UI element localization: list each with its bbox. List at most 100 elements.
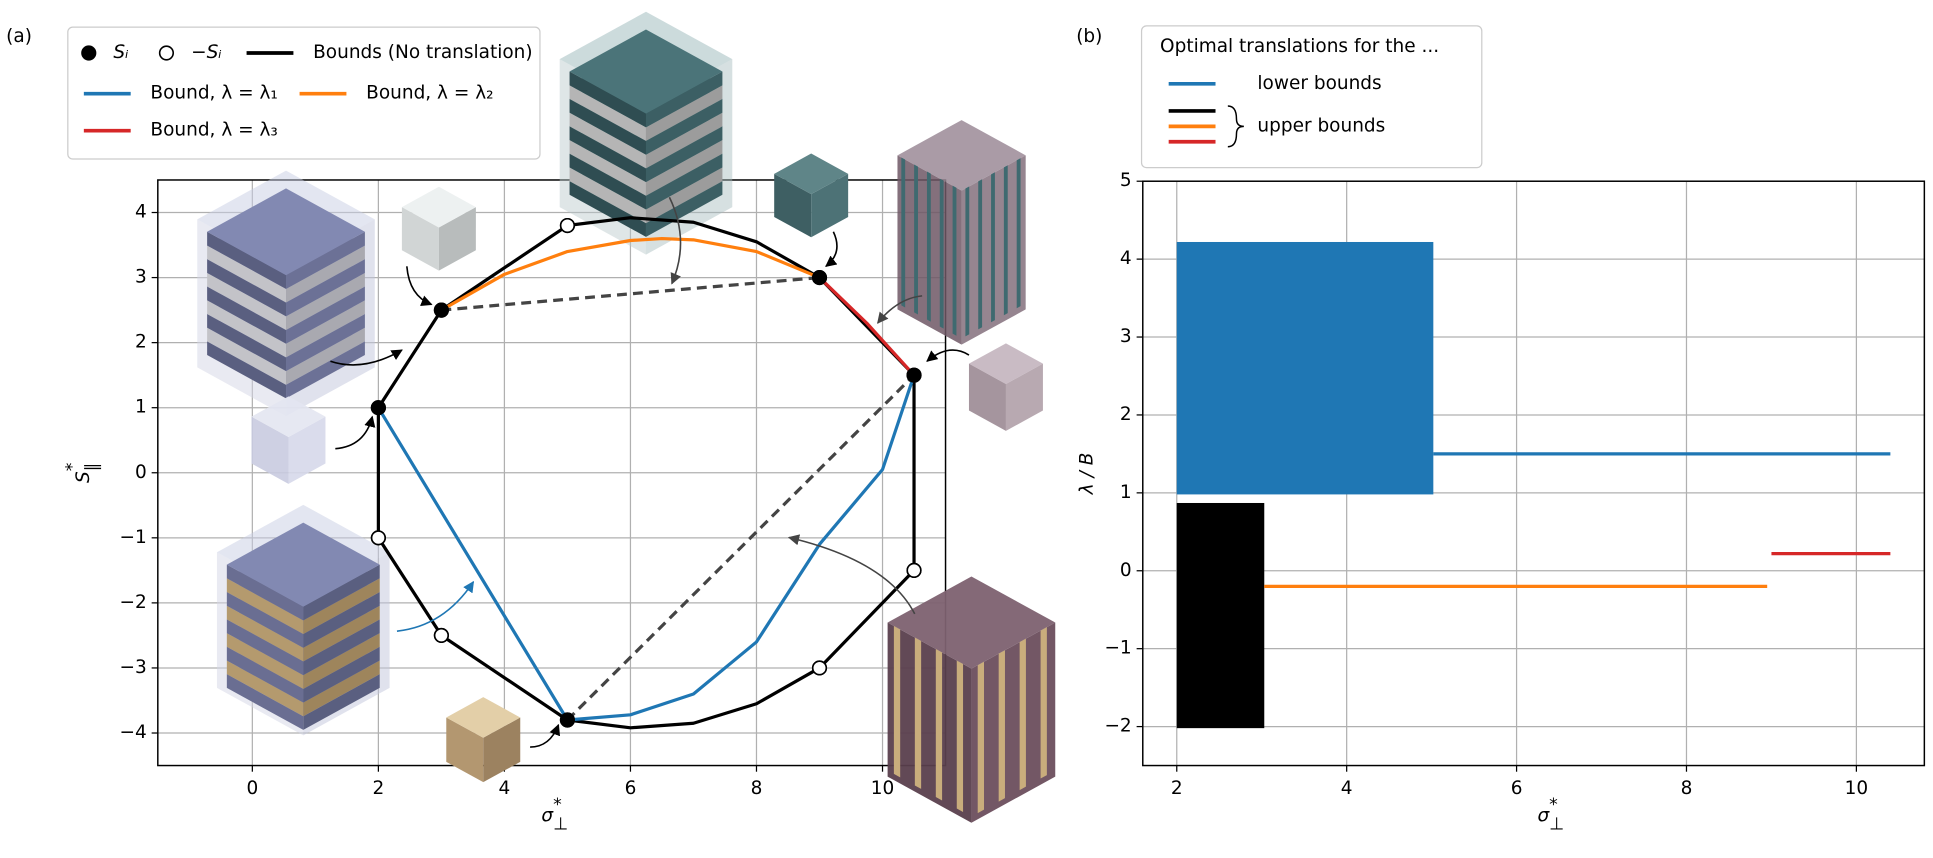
dashed-line bbox=[441, 275, 916, 722]
cube-right bbox=[645, 71, 723, 128]
y-tick-label: 4 bbox=[1120, 248, 1132, 269]
arrow bbox=[330, 349, 403, 366]
cube-left bbox=[207, 327, 287, 385]
cube-right bbox=[811, 173, 849, 238]
stripe bbox=[914, 637, 922, 789]
cube-left bbox=[207, 286, 287, 344]
cube-right bbox=[645, 139, 723, 196]
point bbox=[559, 712, 576, 728]
x-tick-label: 10 bbox=[1845, 778, 1869, 799]
axis-label-base: S bbox=[73, 471, 94, 483]
stripe bbox=[952, 185, 957, 336]
open-point bbox=[559, 217, 576, 234]
stripe bbox=[939, 178, 944, 329]
open-point bbox=[433, 627, 449, 644]
cube-left bbox=[569, 71, 646, 128]
axis-label-base: σ bbox=[1537, 805, 1550, 826]
legend-label: Bound, λ = λ₁ bbox=[150, 83, 277, 104]
stripe bbox=[1019, 638, 1026, 791]
cube-left bbox=[569, 181, 646, 237]
cube-right bbox=[303, 605, 380, 662]
arrow bbox=[787, 534, 916, 615]
y-tick-label: 2 bbox=[1120, 404, 1132, 425]
x-tick-label: 2 bbox=[1171, 778, 1183, 799]
stripe bbox=[991, 172, 995, 323]
axis-label-sub: ⊥ bbox=[553, 815, 568, 835]
stripe bbox=[1003, 165, 1008, 316]
cube-right bbox=[286, 286, 365, 344]
cube-right bbox=[483, 717, 521, 783]
y-tick-label: −4 bbox=[119, 722, 146, 743]
legend-marker bbox=[81, 45, 97, 61]
legend-label: upper bounds bbox=[1257, 115, 1385, 136]
x-tick-label: 8 bbox=[1681, 778, 1693, 799]
panel-label: (a) bbox=[6, 26, 32, 47]
legend-label: −Sᵢ bbox=[191, 42, 222, 63]
panel-label: (b) bbox=[1076, 26, 1102, 47]
y-tick-label: −2 bbox=[119, 592, 146, 613]
stripe bbox=[1016, 158, 1021, 309]
open-point bbox=[811, 660, 828, 676]
cube-right bbox=[645, 98, 723, 155]
legend-label: lower bounds bbox=[1257, 73, 1381, 94]
axis-label-sup: * bbox=[553, 795, 562, 815]
y-tick-label: 5 bbox=[1120, 170, 1132, 191]
open-point bbox=[906, 562, 922, 578]
axis-label-sub: ⊥ bbox=[1549, 815, 1564, 835]
cube-right bbox=[303, 633, 380, 689]
stripe bbox=[893, 626, 901, 778]
cube-top bbox=[887, 576, 1056, 669]
cube-top bbox=[446, 697, 521, 738]
cube-left bbox=[251, 416, 289, 484]
cube-right bbox=[971, 622, 1056, 823]
y-tick-label: −3 bbox=[119, 657, 146, 678]
legend-label: Bound, λ = λ₃ bbox=[150, 120, 277, 141]
cube-right bbox=[286, 259, 365, 317]
axis-label: σ* ⊥ bbox=[541, 795, 568, 835]
cube-left bbox=[569, 126, 646, 183]
axis-label: S*∥ bbox=[63, 462, 103, 483]
cube-right bbox=[1005, 363, 1043, 431]
legend-marker bbox=[158, 45, 175, 61]
axis-label-sup: * bbox=[1549, 795, 1558, 815]
y-tick-label: 1 bbox=[1120, 482, 1132, 503]
y-tick-label: 4 bbox=[135, 202, 147, 223]
cube-left bbox=[226, 674, 304, 730]
y-tick-label: 2 bbox=[135, 332, 147, 353]
cube-right bbox=[286, 327, 365, 385]
cube-left bbox=[226, 633, 304, 689]
y-tick-label: −1 bbox=[119, 527, 146, 548]
cube-top bbox=[207, 188, 365, 276]
bound-line bbox=[377, 374, 916, 722]
bound-line bbox=[818, 276, 916, 377]
x-tick-label: 10 bbox=[871, 778, 895, 799]
cube-right bbox=[303, 564, 380, 621]
cube-left bbox=[569, 167, 646, 224]
y-tick-label: 1 bbox=[135, 397, 147, 418]
x-tick-label: 4 bbox=[1341, 778, 1353, 799]
axes-frame bbox=[1142, 180, 1926, 767]
stripe bbox=[978, 179, 983, 330]
y-tick-label: 3 bbox=[135, 267, 147, 288]
stripe bbox=[901, 157, 906, 308]
arrow bbox=[335, 415, 376, 450]
cube-top bbox=[226, 522, 380, 607]
cube-right bbox=[303, 591, 380, 648]
stripe bbox=[956, 660, 964, 812]
arrow bbox=[877, 295, 923, 324]
cube-left bbox=[226, 619, 304, 676]
legend-title: Optimal translations for the ... bbox=[1160, 36, 1439, 57]
axis-label: λ / B bbox=[1076, 453, 1097, 496]
panel-b: (b) 2 4 6 8 10 −2 −1 0 1 2 3 4 5 σ* ⊥ λ / B Optimal trans… bbox=[1076, 25, 1926, 835]
cube-right bbox=[645, 85, 723, 141]
cube-right bbox=[286, 231, 365, 289]
cube-left bbox=[207, 313, 287, 372]
cube-right bbox=[303, 674, 380, 730]
cube-right bbox=[645, 181, 723, 237]
x-tick-label: 6 bbox=[625, 778, 637, 799]
stripe bbox=[965, 186, 970, 337]
stripe bbox=[998, 650, 1005, 802]
cube-right bbox=[438, 207, 476, 271]
y-tick-label: −1 bbox=[1104, 638, 1131, 659]
cube-left bbox=[887, 622, 972, 823]
